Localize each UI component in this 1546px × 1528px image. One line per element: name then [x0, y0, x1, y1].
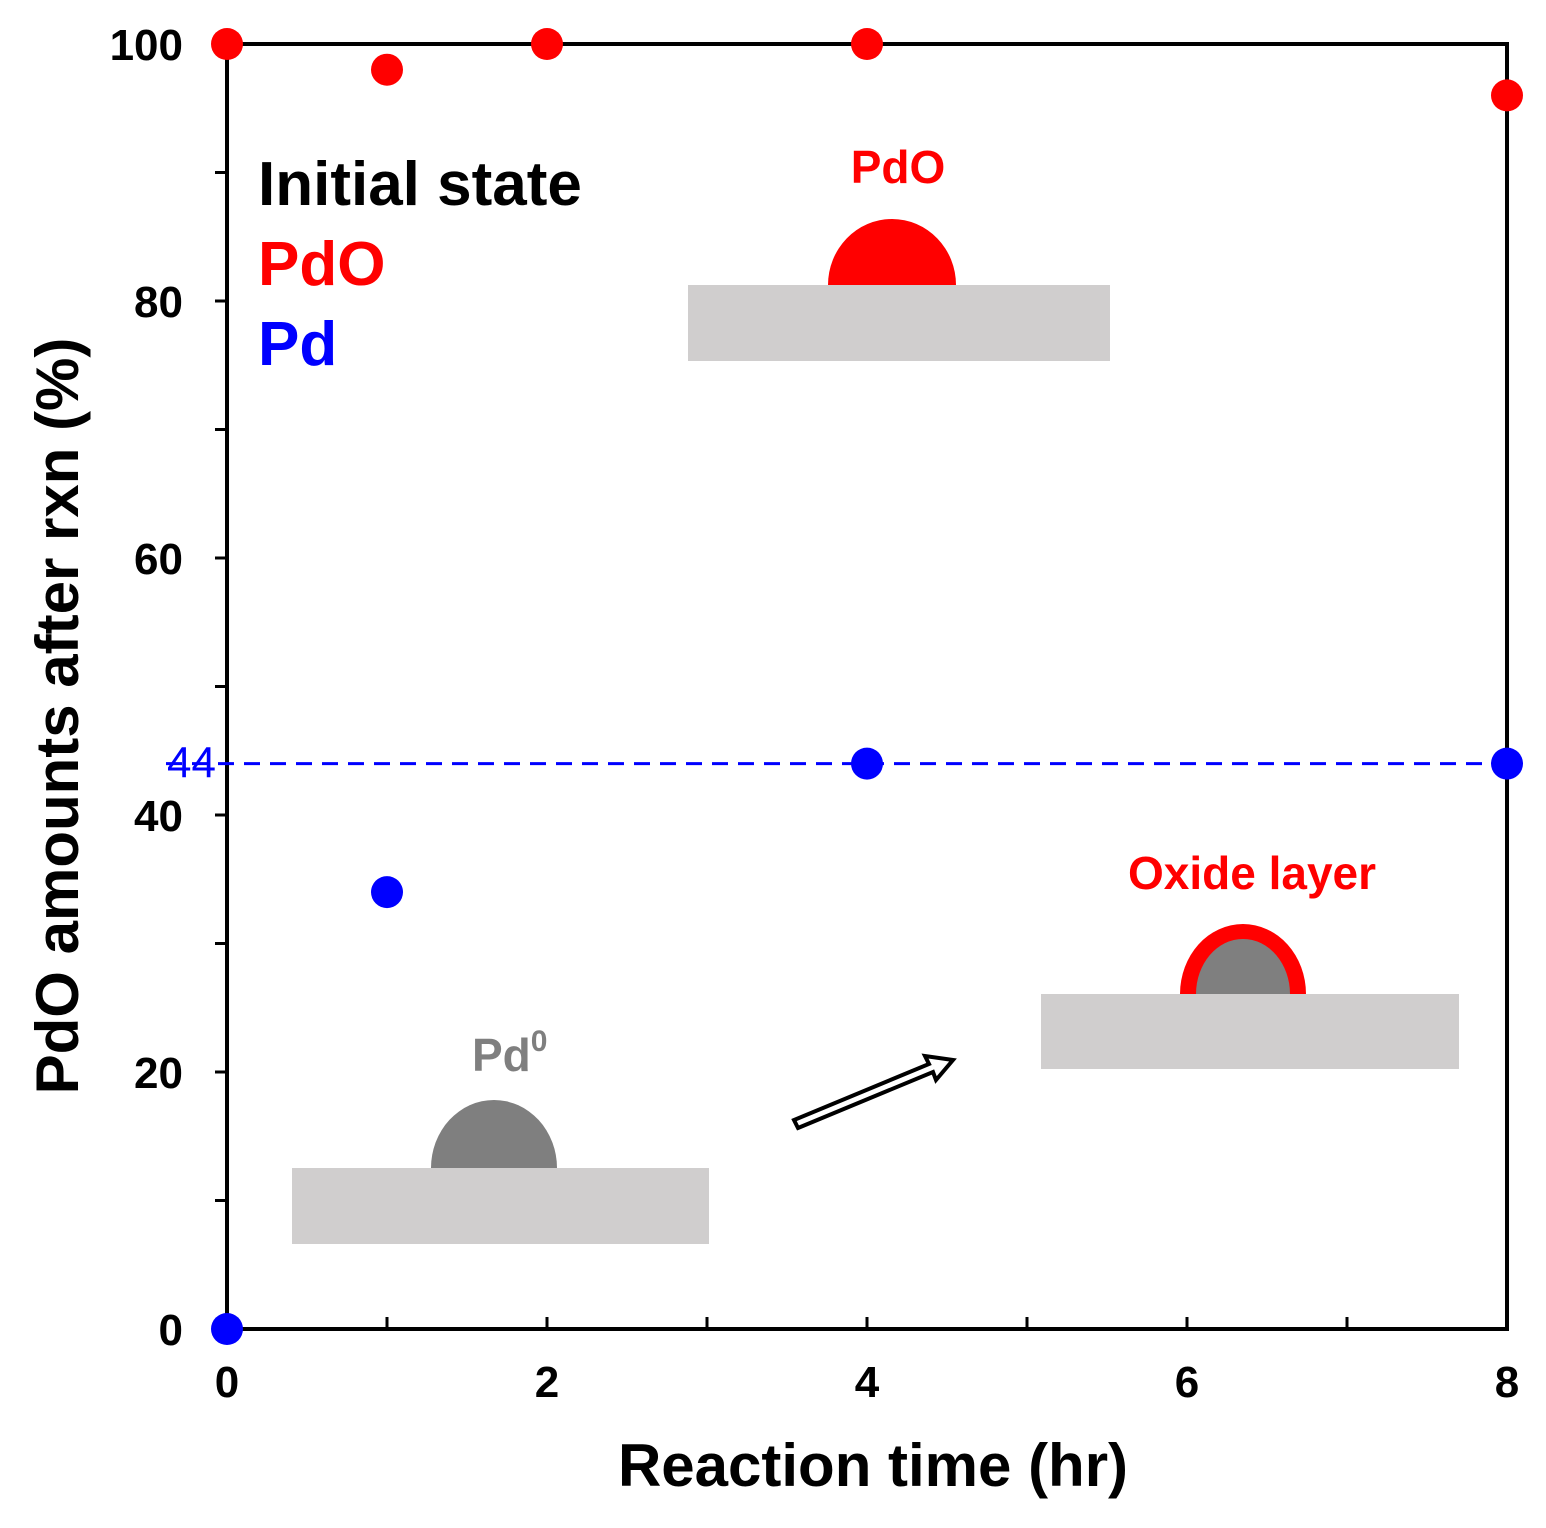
x-tick-label: 8 [1495, 1358, 1519, 1407]
pdo-particle-label: PdO [851, 141, 946, 193]
pdo-particle-shape [828, 219, 956, 285]
y-axis-ticks: 0 20 40 60 80 100 [110, 21, 227, 1355]
inset-pdo-particle: PdO [688, 141, 1110, 361]
reference-line-label: 44 [167, 739, 216, 788]
legend-title: Initial state [258, 150, 582, 219]
x-tick-label: 2 [535, 1358, 559, 1407]
substrate-top [688, 285, 1110, 361]
y-tick-label: 20 [134, 1049, 183, 1098]
oxide-layer-label: Oxide layer [1128, 847, 1376, 899]
inset-pd0-particle: Pd0 [292, 1025, 709, 1244]
substrate-bottom-left [292, 1168, 709, 1244]
y-axis-title: PdO amounts after rxn (%) [24, 338, 91, 1095]
x-tick-label: 0 [215, 1358, 239, 1407]
pd-point [851, 747, 883, 780]
x-tick-label: 6 [1175, 1358, 1199, 1407]
x-tick-label: 4 [855, 1358, 880, 1407]
legend-entry-pd: Pd [258, 310, 337, 379]
pd-core-shape [1196, 939, 1290, 994]
pdo-point [371, 53, 403, 86]
pd-point [1491, 747, 1523, 780]
pd-point [211, 1313, 243, 1345]
pd0-particle-label: Pd0 [472, 1025, 547, 1081]
arrow-shape [791, 1053, 957, 1131]
inset-oxide-layer: Oxide layer [1041, 847, 1459, 1069]
pd-point [371, 876, 403, 909]
legend-entry-pdo: PdO [258, 230, 385, 299]
transition-arrow [791, 1053, 957, 1131]
y-tick-label: 80 [134, 278, 183, 327]
y-tick-label: 0 [159, 1306, 183, 1355]
pdo-point [531, 28, 563, 60]
legend: Initial state PdO Pd [258, 150, 582, 379]
x-axis-ticks: 0 2 4 6 8 [215, 1317, 1519, 1407]
substrate-right [1041, 994, 1459, 1069]
pdo-point [851, 28, 883, 60]
y-tick-label: 40 [134, 792, 183, 841]
pdo-point [211, 28, 243, 60]
y-tick-label: 60 [134, 535, 183, 584]
pdo-point [1491, 79, 1523, 112]
x-axis-title: Reaction time (hr) [618, 1432, 1128, 1499]
data-points [211, 28, 1523, 1345]
y-tick-label: 100 [110, 21, 183, 70]
pd0-particle-shape [431, 1100, 557, 1168]
